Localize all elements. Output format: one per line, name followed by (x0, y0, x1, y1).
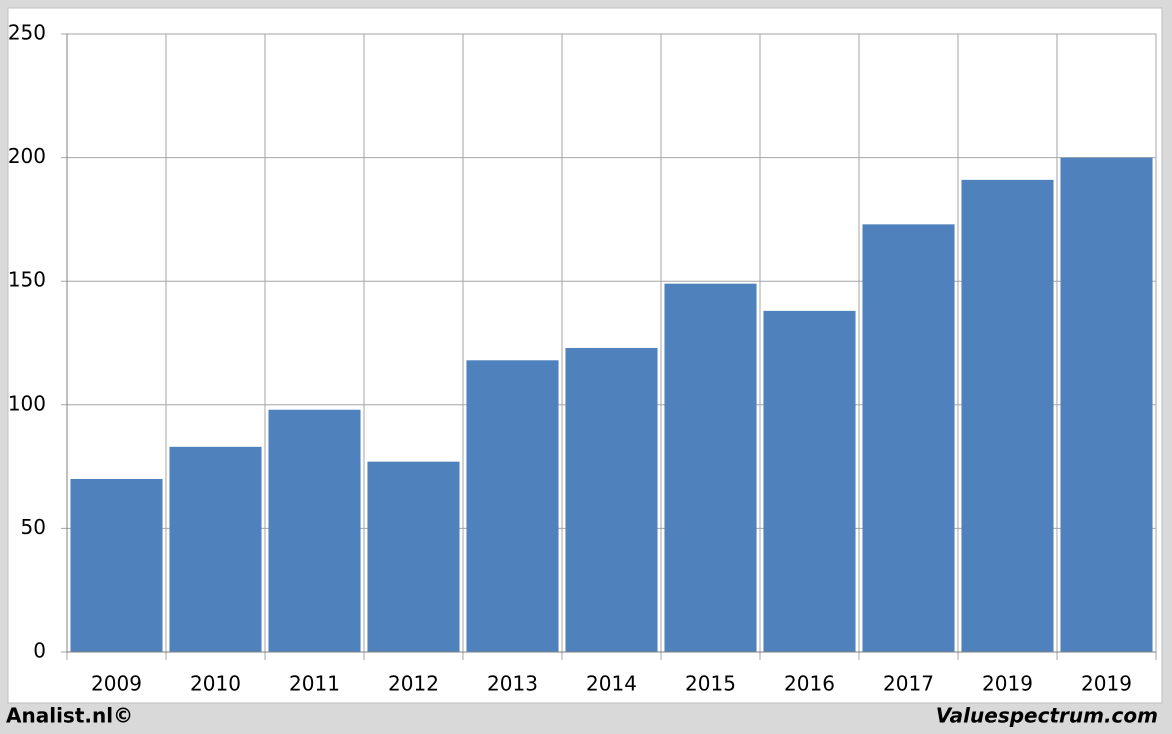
bar (268, 409, 361, 652)
bar (466, 360, 559, 652)
y-tick-label: 200 (8, 144, 46, 168)
y-tick-label: 100 (8, 391, 46, 415)
x-tick-label: 2011 (289, 672, 340, 696)
x-tick-label: 2012 (388, 672, 439, 696)
x-tick-label: 2014 (586, 672, 637, 696)
bar (367, 461, 460, 652)
bar (565, 347, 658, 652)
x-tick-label: 2010 (190, 672, 241, 696)
bar (961, 179, 1054, 652)
bar (862, 224, 955, 652)
x-tick-label: 2019 (1081, 672, 1132, 696)
y-tick-label: 0 (33, 639, 46, 663)
y-tick-label: 50 (21, 515, 46, 539)
source-left: Analist.nl© (6, 704, 133, 728)
bar (664, 283, 757, 652)
bar (763, 310, 856, 652)
y-tick-label: 150 (8, 268, 46, 292)
source-right: Valuespectrum.com (936, 704, 1158, 728)
y-tick-label: 250 (8, 21, 46, 45)
x-tick-label: 2009 (91, 672, 142, 696)
x-tick-label: 2016 (784, 672, 835, 696)
x-tick-label: 2013 (487, 672, 538, 696)
x-tick-label: 2017 (883, 672, 934, 696)
x-tick-label: 2015 (685, 672, 736, 696)
bar (1060, 157, 1153, 652)
bar (70, 478, 163, 652)
bar (169, 446, 262, 652)
x-tick-label: 2019 (982, 672, 1033, 696)
